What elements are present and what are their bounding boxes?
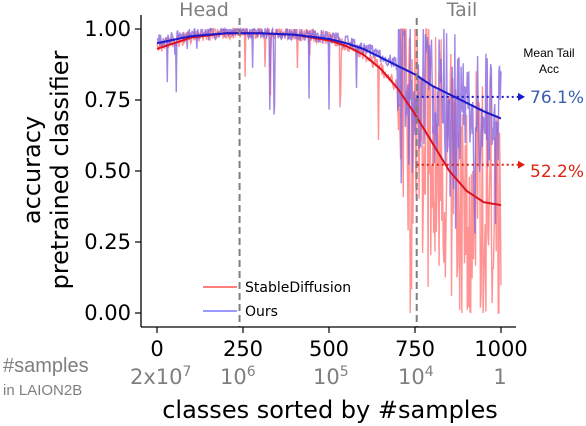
y-tick-label: 0.50: [84, 159, 131, 183]
tail-region-label: Tail: [446, 0, 478, 21]
mean-tail-label-line1: Mean Tail: [523, 46, 574, 60]
head-region-label: Head: [179, 0, 229, 21]
ours-fit-line: [156, 32, 502, 120]
x-tick-label: 0: [150, 337, 163, 361]
samples-tick-250: 106: [220, 364, 256, 389]
samples-tick-750: 104: [398, 364, 434, 389]
samples-tick-0: 2x107: [130, 364, 191, 389]
stable-mean-tail-arrowhead: [518, 160, 525, 169]
x-tick-label: 750: [395, 337, 435, 361]
stable-raw-line: [156, 26, 502, 314]
x-axis-label: classes sorted by #samples: [162, 396, 498, 424]
ours-raw-line: [156, 26, 502, 234]
samples-row-title: #samples: [3, 355, 89, 377]
mean-tail-label-line2: Acc: [539, 62, 559, 76]
y-tick-label: 0.00: [84, 301, 131, 325]
legend-ours-label: Ours: [245, 304, 278, 320]
mean-tail-markers: [416, 92, 525, 169]
x-tick-label: 500: [309, 337, 349, 361]
x-ticks: 0 250 500 750 1000: [150, 327, 528, 361]
fitted-curves: [156, 32, 502, 207]
y-tick-label: 1.00: [84, 17, 131, 41]
samples-tick-1000: 1: [493, 365, 506, 389]
samples-tick-500: 105: [313, 364, 349, 389]
legend: StableDiffusion Ours: [203, 280, 351, 320]
y-tick-label: 0.25: [84, 230, 131, 254]
y-tick-label: 0.75: [84, 88, 131, 112]
ours-mean-tail-arrowhead: [518, 92, 525, 101]
y-axis-label-line2: pretrained classifier: [46, 50, 74, 289]
y-ticks: 0.00 0.25 0.50 0.75 1.00: [84, 17, 141, 325]
samples-row-subtitle: in LAION2B: [3, 382, 82, 399]
stable-mean-tail-value: 52.2%: [530, 162, 584, 182]
x-tick-label: 250: [223, 337, 263, 361]
legend-stable-label: StableDiffusion: [245, 280, 351, 296]
y-axis-label-line1: accuracy: [18, 116, 46, 224]
ours-mean-tail-value: 76.1%: [530, 88, 584, 108]
x-tick-label: 1000: [474, 337, 527, 361]
